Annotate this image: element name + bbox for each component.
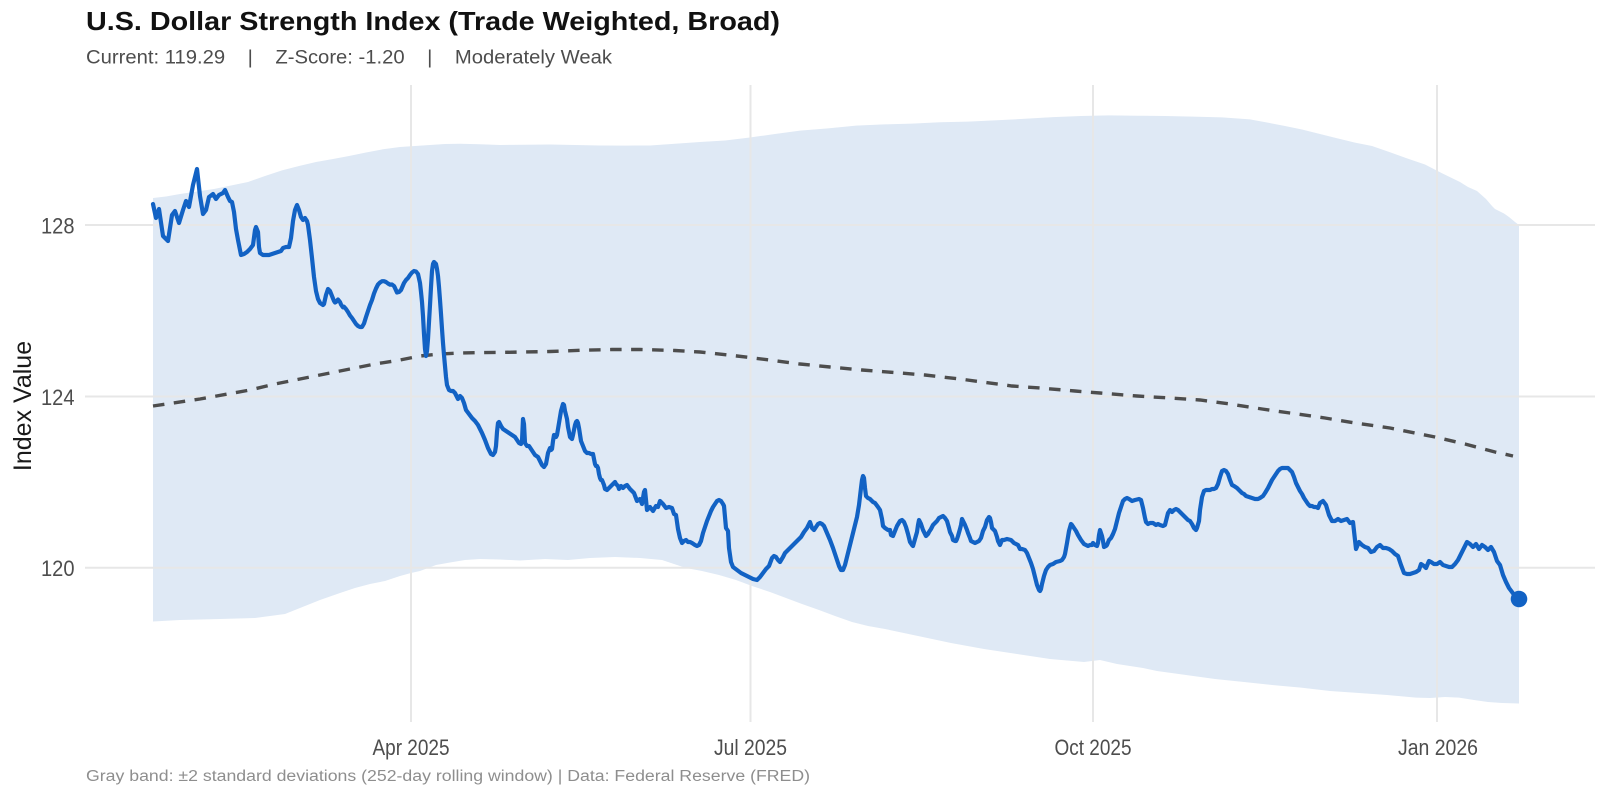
- svg-text:Jan 2026: Jan 2026: [1398, 735, 1478, 760]
- svg-text:Index Value: Index Value: [9, 341, 37, 471]
- svg-text:U.S. Dollar Strength Index (Tr: U.S. Dollar Strength Index (Trade Weight…: [86, 6, 780, 36]
- svg-text:Jul 2025: Jul 2025: [714, 735, 787, 760]
- svg-text:124: 124: [41, 385, 75, 410]
- svg-text:Apr 2025: Apr 2025: [373, 735, 450, 760]
- svg-text:Gray band: ±2 standard deviati: Gray band: ±2 standard deviations (252-d…: [86, 768, 810, 785]
- svg-text:120: 120: [41, 556, 75, 581]
- svg-text:Oct 2025: Oct 2025: [1055, 735, 1132, 760]
- svg-text:128: 128: [41, 213, 75, 238]
- svg-text:Current: 119.29 | Z-Scor: Current: 119.29 | Z-Score: -1.20 | Moder…: [86, 48, 613, 69]
